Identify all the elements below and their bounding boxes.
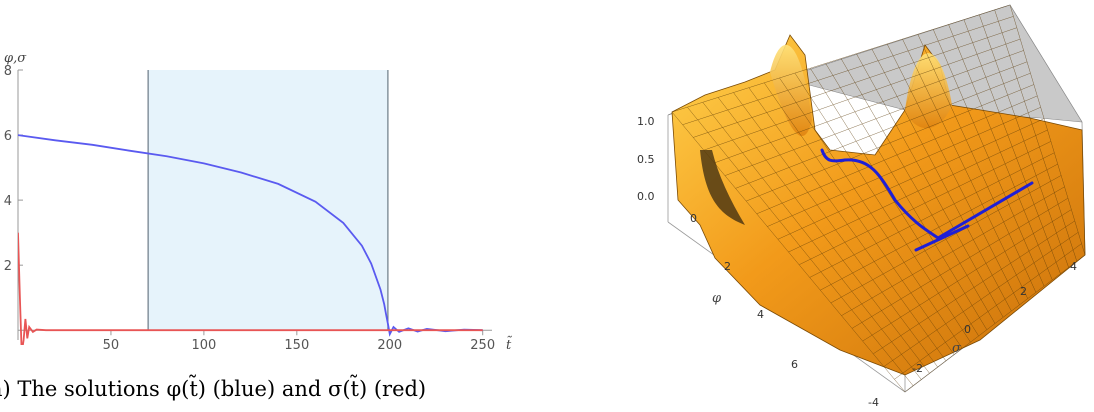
sigma-tick-label: 4	[1070, 260, 1077, 273]
sigma-tick-label: -4	[868, 396, 879, 409]
sigma-tick-group: -4 -2 0 2 4	[868, 260, 1077, 409]
field-trajectory	[820, 148, 1034, 240]
phi-axis-label: φ	[712, 291, 722, 306]
mesh-line	[825, 63, 988, 330]
x-tick-label: 100	[191, 338, 216, 353]
phi-series-line	[18, 134, 483, 337]
phi-tick-label: 4	[757, 308, 764, 321]
x-tick-label: 150	[284, 338, 309, 353]
sigma-tick-label: 2	[1020, 285, 1027, 298]
mesh-line	[1009, 5, 1085, 256]
y-tick-label: 8	[4, 64, 12, 79]
mesh-line	[948, 24, 1053, 281]
y-tick-group: 2 4 6 8	[4, 64, 23, 274]
right-ridge	[905, 53, 952, 129]
phi-tick-label: 2	[724, 260, 731, 273]
phi-tick-group: 0 2 4 6	[690, 212, 798, 371]
surface-trough	[700, 150, 745, 225]
sigma-tick-label: -2	[912, 362, 923, 375]
z-tick-label: 0.0	[637, 190, 655, 203]
mesh-line	[702, 102, 922, 380]
mesh-line	[733, 92, 938, 368]
trajectory-oscillation	[914, 224, 970, 252]
mesh-line	[810, 68, 979, 337]
figure-caption: a) The solutions φ(t̃) (blue) and σ(t̃) …	[0, 374, 426, 401]
z-tick-label: 1.0	[637, 115, 655, 128]
mesh-line	[994, 9, 1078, 262]
sigma-axis-label: σ	[952, 341, 962, 356]
shaded-interval	[148, 70, 388, 331]
z-tick-group: 1.0 0.5 0.0	[637, 115, 655, 203]
y-axis-label: φ,σ	[4, 51, 27, 66]
mesh-line	[763, 82, 955, 355]
x-axis-label: t̃	[506, 336, 512, 353]
mesh-line	[840, 58, 996, 324]
x-tick-label: 250	[470, 338, 495, 353]
phi-tick-label: 0	[690, 212, 697, 225]
surface-mesh	[671, 5, 1085, 392]
sigma-tick-label: 0	[964, 323, 971, 336]
mesh-line	[917, 34, 1037, 293]
x-tick-group: 50 100 150 200 250	[103, 330, 495, 353]
mesh-line	[856, 53, 1004, 318]
left-ridge	[770, 44, 812, 137]
y-tick-label: 4	[4, 194, 12, 209]
solutions-line-chart: 50 100 150 200 250 2 4 6 8 φ,σ t̃	[4, 51, 513, 353]
mesh-line	[748, 87, 947, 362]
mesh-line	[963, 19, 1061, 274]
mesh-line	[717, 97, 930, 374]
mesh-line	[779, 77, 963, 349]
mesh-line	[671, 111, 906, 392]
mesh-line	[886, 43, 1020, 305]
potential-surface-plot: 1.0 0.5 0.0 0 2 4 6 φ -4 -2 0 2 4 σ	[637, 4, 1086, 409]
mesh-line	[687, 106, 914, 386]
y-tick-label: 6	[4, 129, 12, 144]
y-tick-label: 2	[4, 259, 12, 274]
z-tick-label: 0.5	[637, 153, 655, 166]
mesh-line	[979, 14, 1069, 268]
mesh-line	[871, 48, 1012, 312]
mesh-line	[932, 29, 1045, 287]
mesh-line	[794, 72, 971, 343]
x-tick-label: 200	[377, 338, 402, 353]
phi-tick-label: 6	[791, 358, 798, 371]
mesh-line	[902, 38, 1028, 299]
x-tick-label: 50	[103, 338, 120, 353]
sigma-series-line	[18, 232, 483, 345]
